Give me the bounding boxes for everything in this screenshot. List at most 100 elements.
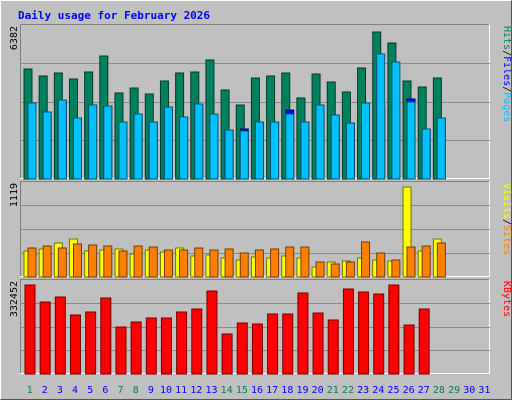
day-label: 21: [327, 385, 339, 396]
bar-kbytes-day-26: [403, 324, 415, 375]
bar-pages-day-16: [254, 121, 264, 180]
bar-sites-day-16: [254, 249, 264, 278]
bar-kbytes-day-14: [221, 333, 233, 375]
day-label: 5: [87, 385, 93, 396]
bar-kbytes-day-9: [145, 317, 157, 375]
bar-pages-day-5: [88, 104, 98, 180]
bar-sites-day-22: [345, 261, 355, 278]
x-axis-day-labels: 1 2 3 4 5 6 7 8 9 10 11 12 13 14 15 16 17 18 19 20 21 22 23 24 2…: [27, 385, 491, 396]
bar-kbytes-day-17: [267, 313, 279, 375]
bar-sites-day-20: [315, 261, 325, 278]
bar-kbytes-day-13: [206, 290, 218, 375]
bar-kbytes-day-10: [160, 317, 172, 375]
panel-visitors: 1119 Visits/Sites: [9, 181, 512, 278]
bar-pages-day-14: [224, 129, 234, 180]
bar-kbytes-day-5: [85, 311, 97, 375]
legend-item: /: [501, 219, 512, 225]
day-label: 31: [478, 385, 490, 396]
legend-item: Files: [501, 56, 512, 86]
day-label: 20: [312, 385, 324, 396]
bar-sites-day-15: [239, 252, 249, 278]
bar-pages-day-27: [421, 128, 431, 180]
bar-pages-day-9: [148, 121, 158, 180]
day-label: 29: [448, 385, 460, 396]
bar-kbytes-day-11: [176, 311, 188, 375]
bar-pages-day-28: [436, 117, 446, 180]
bar-pages-day-23: [361, 102, 371, 180]
day-label: 19: [296, 385, 308, 396]
day-label: 3: [57, 385, 63, 396]
bar-sites-day-11: [179, 249, 189, 278]
bar-kbytes-day-6: [100, 297, 112, 375]
bar-sites-day-7: [118, 250, 128, 278]
bar-kbytes-day-8: [130, 321, 142, 375]
bar-sites-day-24: [376, 252, 386, 278]
bar-pages-day-18: [285, 113, 295, 180]
day-label: 14: [221, 385, 233, 396]
bar-sites-day-9: [148, 246, 158, 278]
bar-pages-day-12: [194, 103, 204, 180]
bar-kbytes-day-2: [39, 301, 51, 375]
bar-sites-day-17: [270, 248, 280, 278]
bar-kbytes-day-21: [327, 319, 339, 375]
day-label: 17: [266, 385, 278, 396]
bar-pages-day-7: [118, 121, 128, 180]
bar-kbytes-day-16: [251, 323, 263, 375]
legend-item: KBytes: [501, 281, 512, 317]
bar-sites-day-6: [103, 245, 113, 278]
day-label: 1: [27, 385, 33, 396]
day-label: 26: [403, 385, 415, 396]
legend-item: /: [501, 86, 512, 92]
bar-sites-day-10: [163, 249, 173, 278]
bar-kbytes-day-7: [115, 326, 127, 375]
bar-pages-day-25: [391, 61, 401, 180]
bar-kbytes-day-22: [342, 288, 354, 375]
bar-pages-day-19: [300, 121, 310, 180]
day-label: 15: [236, 385, 248, 396]
legend-item: /: [501, 50, 512, 56]
y-max-label-visitors: 1119: [9, 183, 20, 207]
chart-title: Daily usage for February 2026: [18, 9, 210, 22]
day-label: 18: [281, 385, 293, 396]
bar-kbytes-day-18: [282, 313, 294, 375]
bar-pages-day-20: [315, 104, 325, 180]
day-label: 9: [148, 385, 154, 396]
bar-sites-day-13: [209, 249, 219, 278]
legend-visitors: Visits/Sites: [501, 183, 512, 255]
bar-sites-day-28: [436, 242, 446, 278]
bar-kbytes-day-27: [418, 308, 430, 375]
bar-pages-day-26: [406, 101, 416, 180]
bar-sites-day-18: [285, 246, 295, 278]
bar-sites-day-2: [42, 245, 52, 278]
day-label: 22: [342, 385, 354, 396]
day-label: 12: [190, 385, 202, 396]
day-label: 7: [118, 385, 124, 396]
bar-sites-day-23: [361, 241, 371, 278]
y-max-label-requests: 6382: [9, 26, 20, 50]
bar-sites-day-14: [224, 248, 234, 278]
bar-pages-day-3: [57, 99, 67, 180]
legend-item: Visits: [501, 183, 512, 219]
bar-kbytes-day-3: [54, 296, 66, 375]
bar-pages-day-13: [209, 113, 219, 180]
bar-kbytes-day-4: [69, 314, 81, 375]
bar-pages-day-8: [133, 113, 143, 180]
bar-kbytes-day-12: [191, 308, 203, 375]
legend-item: Pages: [501, 92, 512, 122]
bar-kbytes-day-1: [24, 284, 36, 375]
bar-sites-day-25: [391, 259, 401, 278]
bar-pages-day-6: [103, 105, 113, 180]
bar-kbytes-day-23: [358, 291, 370, 375]
day-label: 13: [205, 385, 217, 396]
bar-pages-day-15: [239, 130, 249, 180]
day-label: 28: [433, 385, 445, 396]
bar-kbytes-day-24: [373, 293, 385, 375]
bar-sites-day-12: [194, 247, 204, 278]
day-label: 30: [463, 385, 475, 396]
bar-kbytes-day-19: [297, 292, 309, 375]
bar-kbytes-day-25: [388, 284, 400, 375]
legend-requests: Hits/Files/Pages: [501, 26, 512, 122]
day-label: 8: [133, 385, 139, 396]
bar-pages-day-1: [27, 102, 37, 180]
